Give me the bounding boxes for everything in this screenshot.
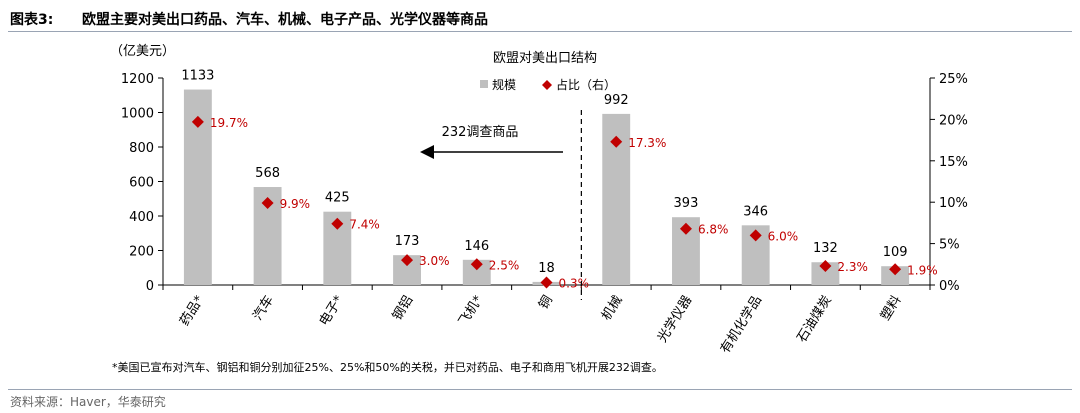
right-tick-label: 25% <box>939 72 968 87</box>
share-marker <box>401 254 414 267</box>
share-marker <box>819 259 832 272</box>
share-marker <box>610 135 623 148</box>
share-value-label: 2.3% <box>837 260 868 274</box>
category-label: 飞机* <box>456 293 486 329</box>
figure-title: 欧盟主要对美出口药品、汽车、机械、电子产品、光学仪器等商品 <box>82 12 488 28</box>
category-label: 铜 <box>536 293 556 312</box>
share-value-label: 2.5% <box>489 258 519 272</box>
legend-share-swatch <box>542 80 552 90</box>
share-marker <box>261 197 274 210</box>
bar-chart: 0 200 400 600 800 1000 1200 0% 5% 10% 15% 20% 25% （亿美… <box>110 44 968 355</box>
share-series: 19.7% 9.9% 7.4% 3.0% 2.5% 0.3% 17.3% 6.8% 6.0% 2.… <box>191 115 938 291</box>
bar-value-label: 992 <box>604 93 629 108</box>
share-value-label: 0.3% <box>559 277 590 291</box>
category-label: 钢铝 <box>390 293 417 323</box>
annotation-label: 232调查商品 <box>442 125 519 140</box>
share-value-label: 7.4% <box>349 218 380 232</box>
bar-value-label: 346 <box>743 204 768 219</box>
share-value-label: 1.9% <box>907 263 938 277</box>
legend-bar-label: 规模 <box>492 77 516 92</box>
chart-title: 欧盟对美出口结构 <box>493 51 597 66</box>
left-tick-label: 1200 <box>121 72 154 87</box>
share-value-label: 3.0% <box>419 254 450 268</box>
left-tick-label: 600 <box>129 176 154 191</box>
left-tick-label: 400 <box>129 210 154 225</box>
category-label: 药品* <box>177 293 207 329</box>
category-label: 汽车 <box>250 293 277 324</box>
legend-share-label: 占比（右） <box>556 77 616 92</box>
share-marker <box>470 258 483 271</box>
share-marker <box>191 115 204 128</box>
share-marker <box>331 217 344 230</box>
share-marker <box>889 263 902 276</box>
share-value-label: 19.7% <box>210 116 248 130</box>
share-marker <box>749 229 762 242</box>
share-value-label: 6.0% <box>768 229 799 243</box>
category-label: 光学仪器 <box>654 293 695 346</box>
left-axis-unit: （亿美元） <box>110 44 175 59</box>
source-note: 资料来源：Haver，华泰研究 <box>10 395 166 409</box>
category-label: 石油煤炭 <box>795 293 835 345</box>
right-tick-label: 20% <box>939 113 968 128</box>
footnote: *美国已宣布对汽车、钢铝和铜分别加征25%、25%和50%的关税，并已对药品、电… <box>112 361 663 374</box>
legend-bar-swatch <box>480 80 488 88</box>
chart-axes: 0 200 400 600 800 1000 1200 0% 5% 10% 15% 20% 25% （亿美… <box>110 44 968 294</box>
footer-rule <box>8 389 1072 390</box>
bar-value-label: 425 <box>325 191 350 206</box>
figure-header: 图表3: 欧盟主要对美出口药品、汽车、机械、电子产品、光学仪器等商品 <box>0 0 1080 30</box>
bar-value-label: 568 <box>255 166 280 181</box>
bar-value-label: 18 <box>538 261 555 276</box>
category-label: 电子* <box>317 293 347 329</box>
share-value-label: 6.8% <box>698 223 729 237</box>
bar-value-label: 109 <box>883 245 908 260</box>
left-tick-label: 1000 <box>121 107 154 122</box>
right-tick-label: 10% <box>939 196 968 211</box>
annotation-arrow-head <box>420 145 434 159</box>
bar-value-label: 132 <box>813 241 838 256</box>
share-marker <box>540 276 553 289</box>
category-label: 机械 <box>599 293 626 323</box>
figure-number: 图表3: <box>10 12 54 28</box>
share-value-label: 9.9% <box>280 197 311 211</box>
bar-series: 1133 568 425 173 146 18 992 393 346 132 109 <box>181 69 910 286</box>
bar-value-label: 1133 <box>181 69 214 84</box>
bar-value-label: 146 <box>464 239 489 254</box>
share-value-label: 17.3% <box>628 136 666 150</box>
share-marker <box>679 222 692 235</box>
left-tick-label: 800 <box>129 141 154 156</box>
bar-value-label: 393 <box>674 196 699 211</box>
bar-value-label: 173 <box>395 234 420 249</box>
category-label: 塑料 <box>878 293 905 323</box>
header-rule <box>8 31 1072 32</box>
right-tick-label: 5% <box>939 238 960 253</box>
x-tick-labels: 药品* 汽车 电子* 钢铝 飞机* 铜 机械 光学仪器 有机化学品 石油煤炭 塑料 <box>177 293 904 355</box>
category-label: 有机化学品 <box>717 293 765 355</box>
left-tick-label: 200 <box>129 245 154 260</box>
bar <box>811 262 840 285</box>
right-tick-label: 15% <box>939 155 968 170</box>
right-tick-label: 0% <box>939 279 960 294</box>
left-tick-label: 0 <box>146 279 154 294</box>
bar <box>881 266 910 285</box>
